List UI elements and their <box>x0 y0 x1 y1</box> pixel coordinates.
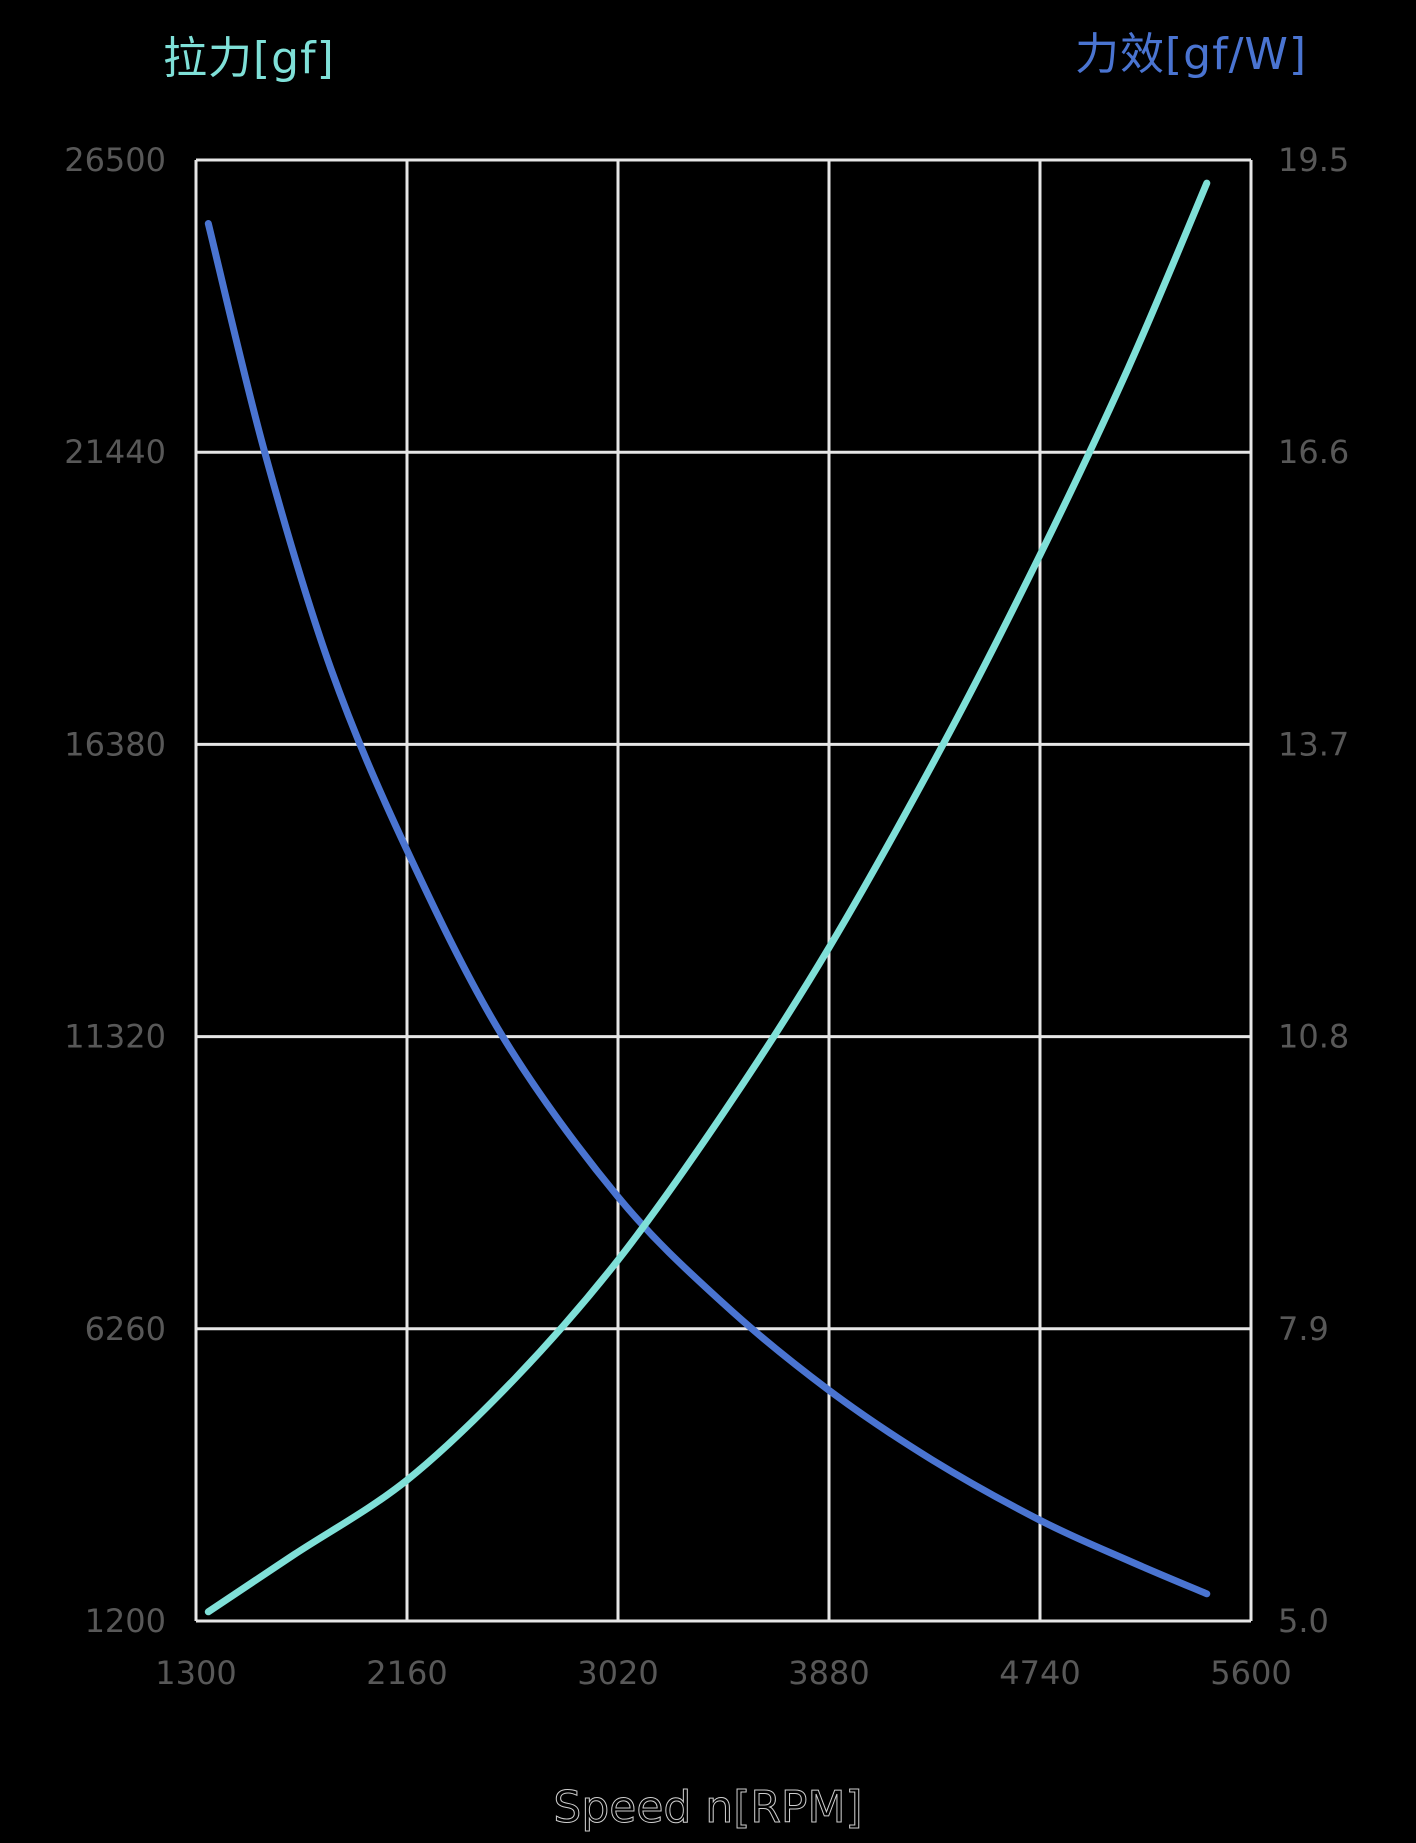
x-tick-label: 4740 <box>999 1654 1080 1692</box>
x-axis-title: Speed n[RPM] <box>553 1782 863 1834</box>
x-axis-ticks: 1300 2160 3020 3880 4740 5600 <box>155 1654 1291 1692</box>
right-tick-label: 10.8 <box>1278 1018 1349 1056</box>
x-tick-label: 1300 <box>155 1654 236 1692</box>
efficiency-curve <box>204 220 1211 1598</box>
left-tick-label: 26500 <box>64 141 166 179</box>
right-tick-label: 13.7 <box>1278 725 1349 763</box>
right-axis-title: 力效[gf/W] <box>1075 29 1308 80</box>
left-tick-label: 21440 <box>64 433 166 471</box>
right-tick-label: 5.0 <box>1278 1602 1329 1640</box>
right-tick-label: 16.6 <box>1278 433 1349 471</box>
left-tick-label: 16380 <box>64 725 166 763</box>
left-axis-ticks: 26500 21440 16380 11320 6260 1200 <box>64 141 166 1640</box>
right-axis-ticks: 19.5 16.6 13.7 10.8 7.9 5.0 <box>1278 141 1349 1640</box>
x-tick-label: 3020 <box>577 1654 658 1692</box>
right-tick-label: 19.5 <box>1278 141 1349 179</box>
left-tick-label: 6260 <box>85 1310 166 1348</box>
left-tick-label: 11320 <box>64 1018 166 1056</box>
x-tick-label: 3880 <box>788 1654 869 1692</box>
left-axis-title: 拉力[gf] <box>163 33 335 84</box>
plot-grid <box>194 158 1253 1623</box>
x-tick-label: 5600 <box>1210 1654 1291 1692</box>
thrust-curve <box>204 179 1211 1616</box>
left-tick-label: 1200 <box>85 1602 166 1640</box>
right-tick-label: 7.9 <box>1278 1310 1329 1348</box>
x-tick-label: 2160 <box>366 1654 447 1692</box>
